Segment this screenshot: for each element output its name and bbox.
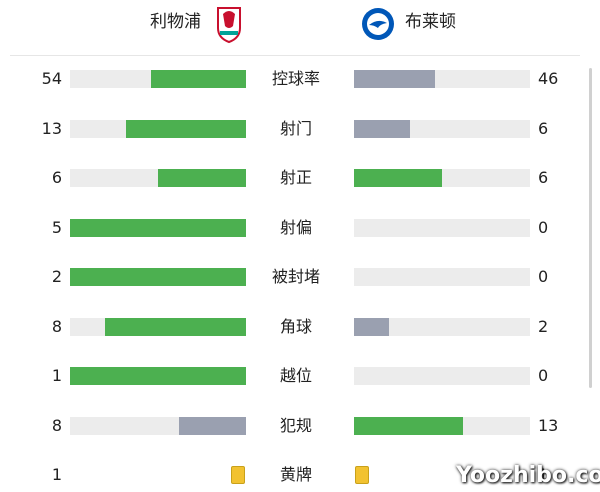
- away-bar: [354, 119, 410, 138]
- divider: [10, 55, 580, 56]
- home-yellow-card: [231, 466, 245, 484]
- home-team-logo: [217, 7, 241, 44]
- away-track: [354, 317, 530, 336]
- home-bar: [105, 317, 246, 336]
- home-value: 13: [41, 118, 62, 138]
- home-value: 6: [51, 168, 62, 187]
- home-bar: [158, 169, 246, 187]
- away-value: 0: [538, 217, 549, 237]
- watermark: Yoozhibo.com: [456, 463, 600, 488]
- away-bar: [354, 70, 435, 88]
- stat-label: 角球: [279, 316, 312, 336]
- away-value: 13: [538, 415, 559, 435]
- away-track: [354, 367, 530, 385]
- home-yellow-value: 1: [51, 465, 62, 484]
- home-bar: [70, 218, 246, 237]
- away-track: [354, 268, 530, 286]
- scrollbar[interactable]: [589, 68, 592, 388]
- stat-label: 犯规: [279, 415, 312, 435]
- away-bar: [354, 317, 390, 336]
- stat-label: 被封堵: [271, 267, 320, 286]
- home-value: 54: [41, 69, 62, 88]
- away-yellow-value: 1: [538, 465, 549, 484]
- away-value: 46: [538, 69, 559, 88]
- home-bar: [150, 70, 246, 88]
- home-value: 2: [51, 267, 62, 286]
- home-bar: [70, 367, 246, 385]
- away-bar: [354, 169, 442, 187]
- away-track: [354, 218, 530, 237]
- away-bar: [354, 416, 463, 435]
- home-bar: [125, 119, 246, 138]
- away-value: 0: [538, 267, 549, 286]
- stat-label: 控球率: [271, 69, 320, 88]
- stat-label: 射门: [279, 118, 312, 138]
- away-yellow-card: [355, 466, 369, 484]
- home-bar: [178, 416, 246, 435]
- home-value: 1: [51, 366, 62, 385]
- home-bar: [70, 268, 246, 286]
- home-team-name: 利物浦: [150, 12, 201, 32]
- away-team-name: 布莱顿: [405, 12, 456, 32]
- home-value: 8: [51, 316, 62, 336]
- away-value: 6: [538, 168, 549, 187]
- away-team-logo: [362, 8, 394, 40]
- home-value: 8: [51, 415, 62, 435]
- stat-label: 射正: [279, 168, 312, 187]
- stat-label: 黄牌: [279, 465, 312, 484]
- stat-label: 越位: [279, 366, 312, 385]
- stat-label: 射偏: [279, 217, 312, 237]
- away-value: 0: [538, 366, 549, 385]
- home-value: 5: [51, 217, 62, 237]
- away-value: 2: [538, 316, 549, 336]
- away-value: 6: [538, 118, 549, 138]
